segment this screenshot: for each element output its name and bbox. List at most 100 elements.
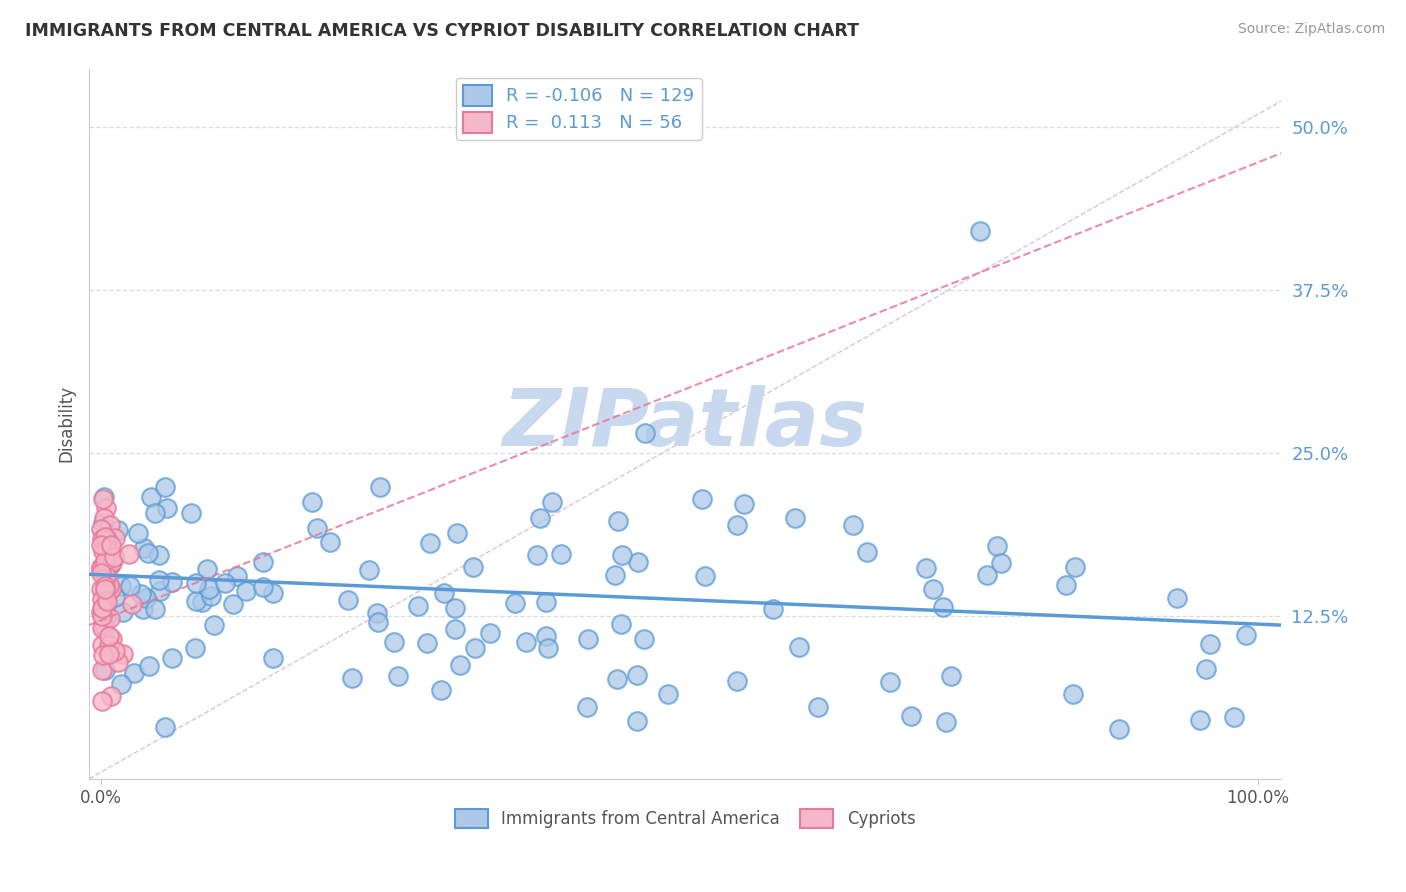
- Point: [100, 555, 122, 569]
- Point: [534, 595, 557, 609]
- Point: [94, 610, 117, 624]
- Point: [762, 601, 785, 615]
- Point: [148, 548, 170, 562]
- Point: [856, 544, 879, 558]
- Point: [160, 574, 183, 589]
- Point: [503, 596, 526, 610]
- Point: [93, 582, 115, 596]
- Point: [110, 677, 132, 691]
- Point: [461, 560, 484, 574]
- Point: [94, 569, 117, 583]
- Point: [90, 532, 112, 546]
- Point: [184, 576, 207, 591]
- Point: [789, 640, 811, 654]
- Point: [226, 568, 249, 582]
- Point: [98, 629, 121, 643]
- Point: [100, 538, 122, 552]
- Point: [90, 538, 112, 552]
- Point: [262, 586, 284, 600]
- Point: [91, 491, 114, 506]
- Point: [807, 700, 830, 714]
- Point: [98, 638, 121, 652]
- Point: [156, 500, 179, 515]
- Point: [419, 536, 441, 550]
- Point: [359, 563, 381, 577]
- Point: [610, 616, 633, 631]
- Point: [262, 650, 284, 665]
- Point: [626, 668, 648, 682]
- Point: [90, 694, 112, 708]
- Point: [526, 549, 548, 563]
- Point: [93, 511, 115, 525]
- Point: [725, 517, 748, 532]
- Point: [93, 619, 115, 633]
- Point: [733, 497, 755, 511]
- Point: [612, 548, 634, 562]
- Point: [191, 595, 214, 609]
- Point: [139, 490, 162, 504]
- Point: [935, 714, 957, 729]
- Point: [575, 700, 598, 714]
- Point: [184, 594, 207, 608]
- Point: [529, 511, 551, 525]
- Point: [627, 555, 650, 569]
- Point: [93, 619, 115, 633]
- Point: [97, 647, 120, 661]
- Point: [879, 674, 901, 689]
- Point: [633, 426, 655, 441]
- Point: [93, 603, 115, 617]
- Point: [90, 566, 112, 580]
- Point: [695, 568, 717, 582]
- Point: [127, 525, 149, 540]
- Point: [1234, 628, 1257, 642]
- Point: [104, 590, 127, 604]
- Point: [90, 560, 112, 574]
- Point: [103, 550, 125, 565]
- Point: [534, 629, 557, 643]
- Point: [198, 582, 221, 596]
- Point: [464, 641, 486, 656]
- Point: [1189, 713, 1212, 727]
- Point: [97, 555, 120, 569]
- Point: [101, 632, 124, 646]
- Point: [110, 579, 132, 593]
- Point: [97, 533, 120, 548]
- Point: [96, 558, 118, 572]
- Point: [990, 557, 1012, 571]
- Point: [235, 583, 257, 598]
- Point: [153, 480, 176, 494]
- Point: [429, 682, 451, 697]
- Point: [252, 555, 274, 569]
- Point: [1054, 578, 1077, 592]
- Point: [633, 632, 655, 646]
- Point: [101, 554, 124, 568]
- Point: [900, 709, 922, 723]
- Point: [97, 555, 120, 569]
- Point: [603, 568, 626, 582]
- Point: [368, 481, 391, 495]
- Text: IMMIGRANTS FROM CENTRAL AMERICA VS CYPRIOT DISABILITY CORRELATION CHART: IMMIGRANTS FROM CENTRAL AMERICA VS CYPRI…: [25, 22, 859, 40]
- Point: [97, 584, 120, 599]
- Point: [100, 690, 122, 704]
- Point: [202, 618, 225, 632]
- Point: [657, 687, 679, 701]
- Text: ZIPatlas: ZIPatlas: [502, 384, 868, 463]
- Point: [91, 663, 114, 677]
- Text: Source: ZipAtlas.com: Source: ZipAtlas.com: [1237, 22, 1385, 37]
- Point: [91, 601, 114, 615]
- Point: [444, 601, 467, 615]
- Point: [129, 587, 152, 601]
- Point: [143, 601, 166, 615]
- Point: [932, 599, 955, 614]
- Point: [90, 523, 112, 537]
- Point: [340, 671, 363, 685]
- Point: [387, 668, 409, 682]
- Point: [537, 641, 560, 656]
- Point: [180, 507, 202, 521]
- Point: [91, 516, 114, 531]
- Point: [90, 562, 112, 576]
- Point: [98, 558, 121, 572]
- Point: [842, 517, 865, 532]
- Point: [153, 720, 176, 734]
- Point: [479, 625, 502, 640]
